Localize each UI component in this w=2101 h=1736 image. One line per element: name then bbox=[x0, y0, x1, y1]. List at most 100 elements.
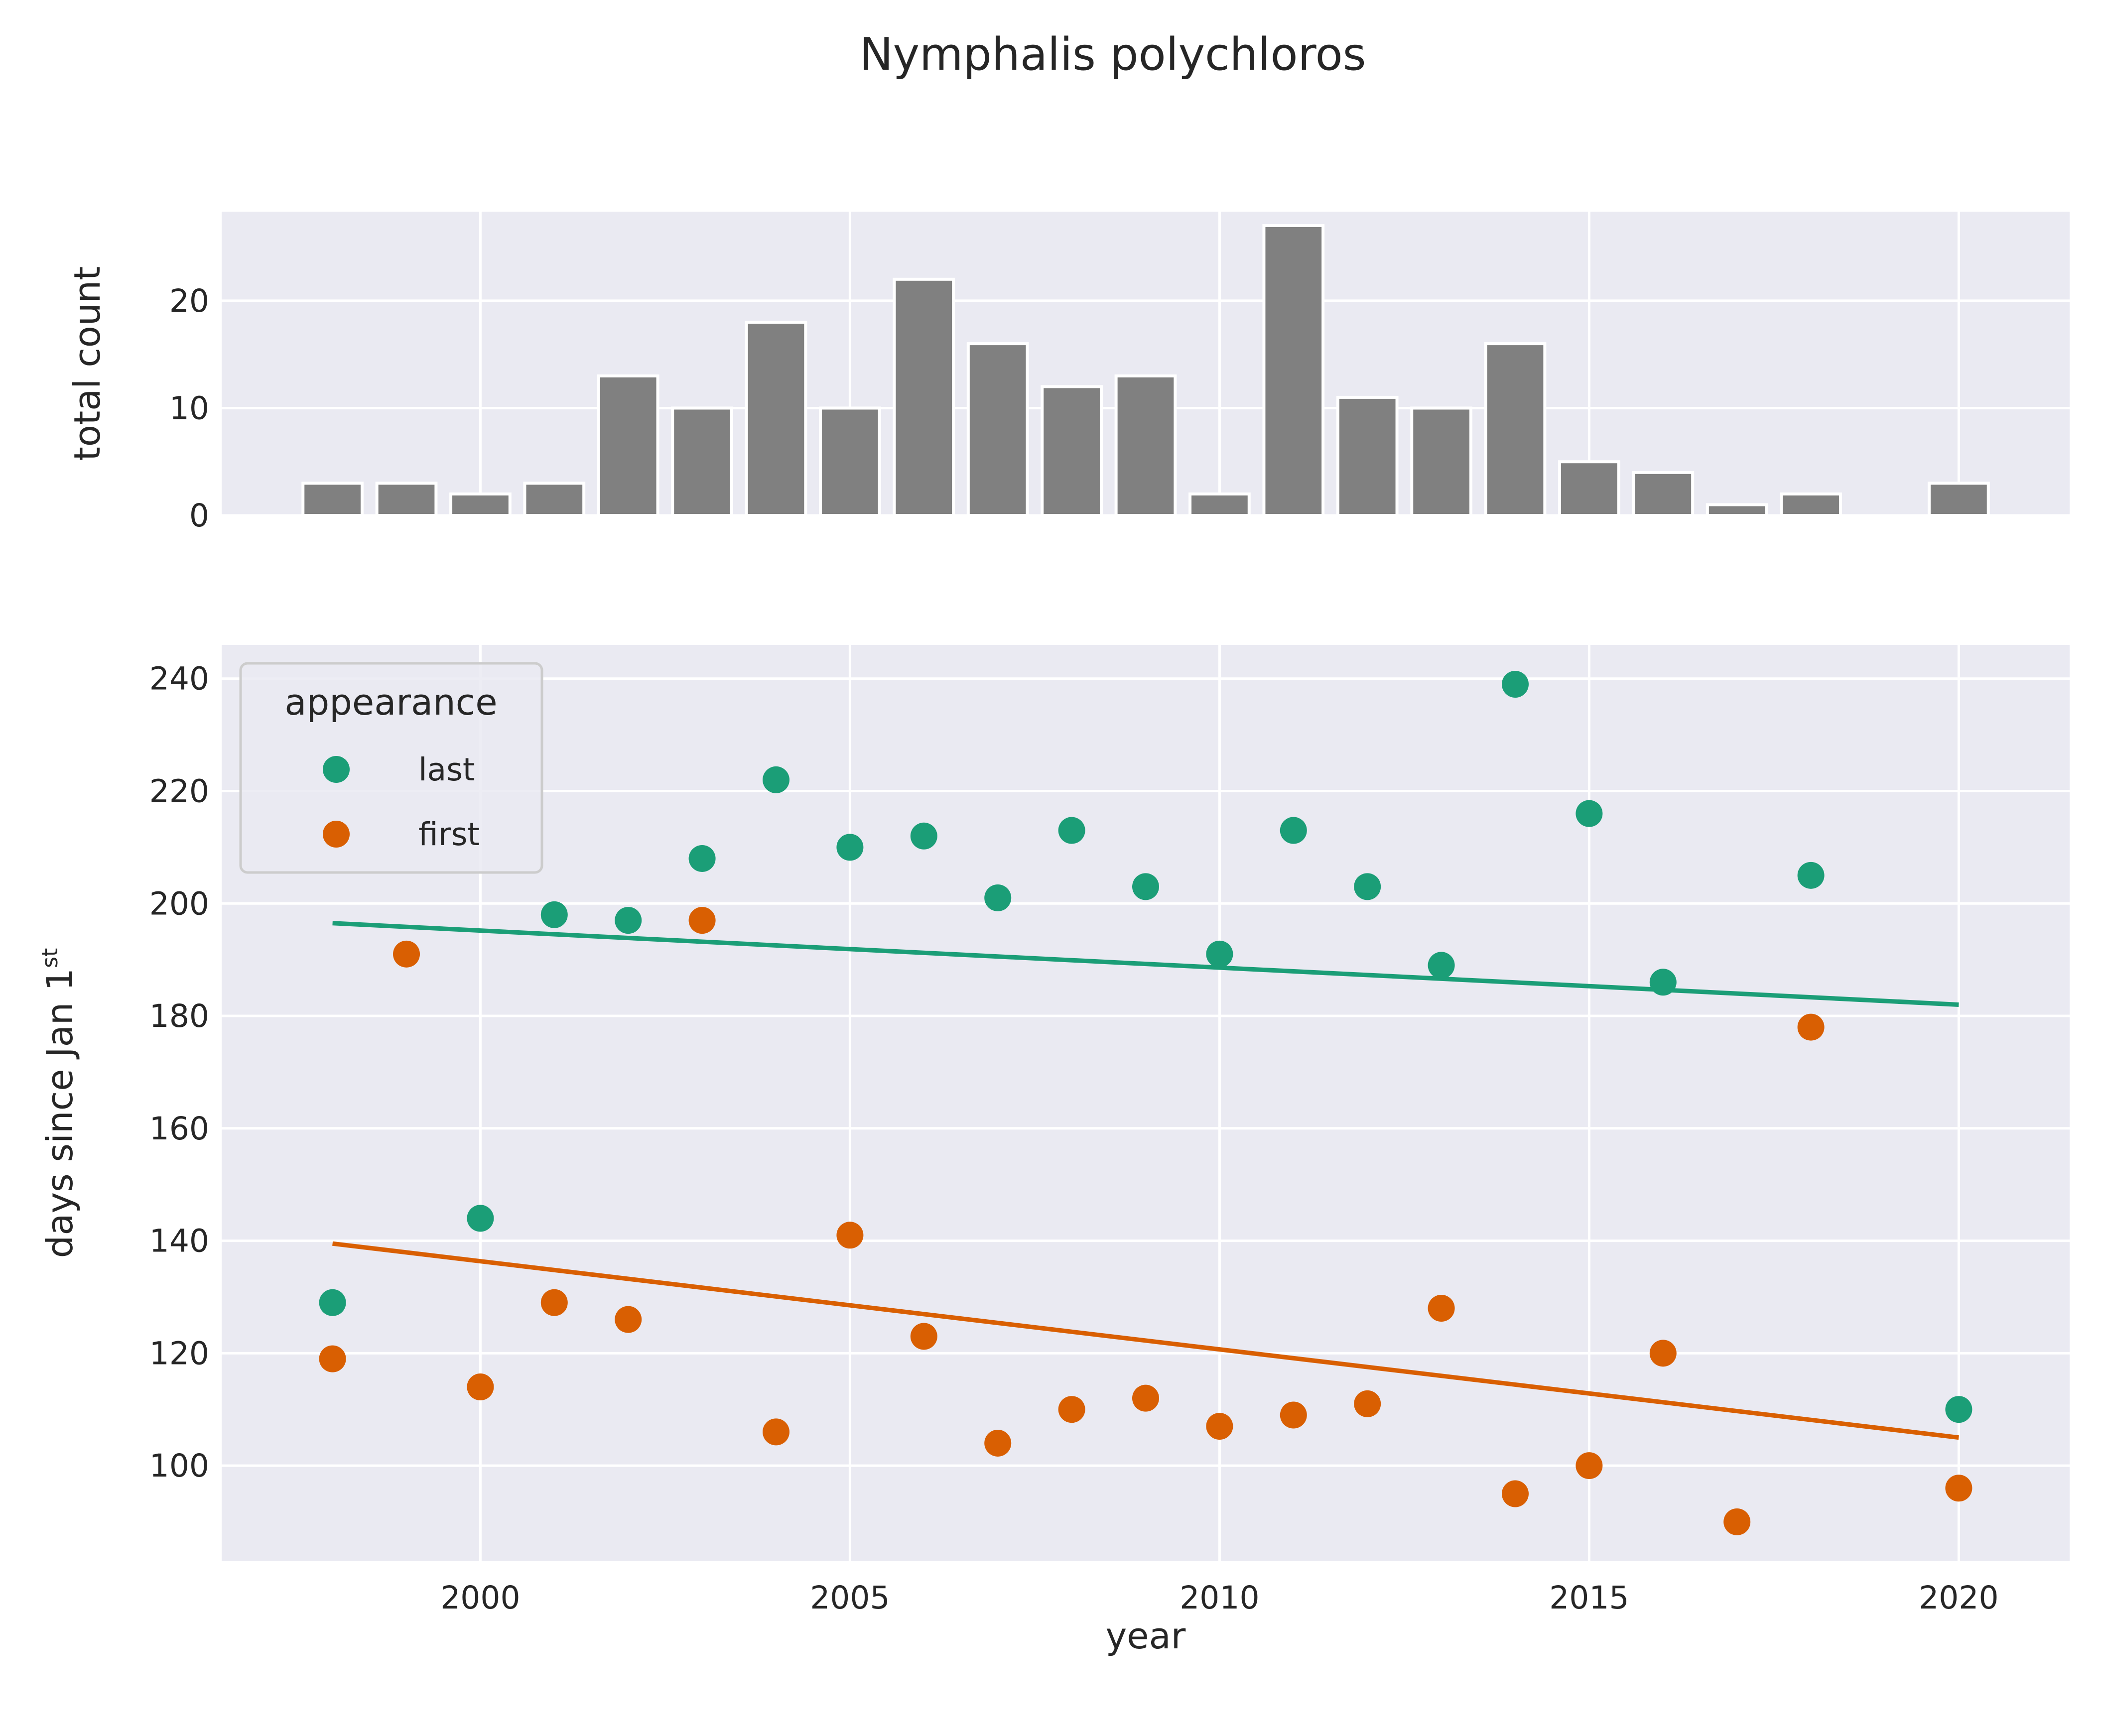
point-first bbox=[393, 940, 420, 968]
count-bar bbox=[1262, 224, 1325, 517]
bottom-y-tick-label: 180 bbox=[149, 998, 209, 1034]
point-first bbox=[540, 1289, 568, 1316]
point-first bbox=[1058, 1396, 1085, 1423]
count-bar bbox=[1558, 460, 1620, 517]
point-last bbox=[615, 907, 642, 934]
point-last bbox=[1354, 873, 1381, 900]
point-last bbox=[1797, 862, 1825, 889]
point-first bbox=[763, 1418, 789, 1446]
count-bar bbox=[597, 374, 659, 517]
top-y-axis-label: total count bbox=[66, 266, 108, 461]
bottom-y-tick-label: 200 bbox=[149, 885, 209, 922]
count-bar bbox=[449, 492, 512, 517]
point-first bbox=[1502, 1480, 1529, 1507]
point-first bbox=[984, 1429, 1012, 1457]
point-last bbox=[1206, 940, 1233, 968]
point-last bbox=[1649, 969, 1677, 996]
top-y-tick-label: 20 bbox=[169, 283, 209, 319]
count-bars bbox=[301, 224, 1990, 517]
trend-line-first bbox=[332, 1241, 1959, 1440]
count-bar bbox=[819, 406, 881, 517]
point-first bbox=[836, 1222, 864, 1249]
point-first bbox=[467, 1373, 494, 1401]
legend-label-first: first bbox=[418, 816, 480, 853]
y-axis-label-superscript: st bbox=[37, 948, 63, 968]
point-last bbox=[1945, 1396, 1972, 1423]
point-last bbox=[688, 845, 716, 872]
point-last bbox=[1058, 817, 1085, 844]
point-last bbox=[763, 766, 789, 793]
count-bar bbox=[745, 321, 807, 517]
count-bar bbox=[1114, 374, 1177, 517]
trend-line-last bbox=[332, 921, 1959, 1007]
legend-marker-first bbox=[323, 821, 350, 848]
top-y-tick-label: 10 bbox=[169, 390, 209, 426]
count-bar bbox=[1780, 492, 1842, 517]
point-first bbox=[1132, 1384, 1159, 1412]
count-bar bbox=[966, 342, 1029, 517]
bottom-y-tick-label: 220 bbox=[149, 773, 209, 809]
count-bar bbox=[523, 482, 586, 517]
bottom-y-tick-label: 240 bbox=[149, 661, 209, 697]
count-bar bbox=[1410, 406, 1472, 517]
scatter-points bbox=[319, 671, 1972, 1535]
legend: appearance last first bbox=[239, 662, 543, 874]
point-last bbox=[910, 822, 937, 850]
point-first bbox=[1797, 1013, 1825, 1041]
point-first bbox=[1354, 1390, 1381, 1417]
point-first bbox=[1649, 1340, 1677, 1367]
point-last bbox=[540, 901, 568, 928]
bottom-y-tick-label: 100 bbox=[149, 1448, 209, 1484]
point-first bbox=[1576, 1452, 1603, 1480]
count-bar bbox=[1188, 492, 1251, 517]
point-last bbox=[1280, 817, 1307, 844]
legend-box bbox=[239, 662, 543, 874]
y-axis-label-main: days since Jan 1 bbox=[39, 968, 81, 1258]
x-tick-label: 2020 bbox=[1919, 1580, 1998, 1616]
top-y-tick-label: 0 bbox=[189, 497, 209, 534]
count-bar bbox=[301, 482, 364, 517]
bottom-y-tick-label: 160 bbox=[149, 1111, 209, 1147]
top-y-tick-labels: 0 10 20 bbox=[169, 283, 209, 534]
count-bar bbox=[375, 482, 438, 517]
point-last bbox=[836, 834, 864, 861]
count-bar bbox=[671, 406, 733, 517]
bottom-y-tick-label: 140 bbox=[149, 1223, 209, 1259]
point-last bbox=[1428, 952, 1455, 979]
count-bar bbox=[1484, 342, 1547, 517]
x-tick-label: 2015 bbox=[1549, 1580, 1629, 1616]
point-last bbox=[1132, 873, 1159, 900]
bottom-y-tick-labels: 100 120 140 160 180 200 220 240 bbox=[149, 661, 209, 1484]
x-tick-labels: 2000 2005 2010 2015 2020 bbox=[440, 1580, 1998, 1616]
x-axis-label: year bbox=[1106, 1615, 1186, 1657]
point-first bbox=[1945, 1475, 1972, 1502]
point-first bbox=[615, 1306, 642, 1333]
x-tick-label: 2000 bbox=[440, 1580, 520, 1616]
legend-marker-last bbox=[323, 756, 350, 783]
point-first bbox=[688, 907, 716, 934]
point-first bbox=[1723, 1508, 1751, 1535]
count-bar bbox=[893, 277, 955, 517]
point-last bbox=[1502, 671, 1529, 698]
chart-title: Nymphalis polychloros bbox=[859, 28, 1366, 81]
count-bar bbox=[1928, 482, 1990, 517]
point-last bbox=[467, 1205, 494, 1232]
bottom-y-axis-label: days since Jan 1st bbox=[37, 948, 81, 1258]
point-last bbox=[1576, 800, 1603, 827]
count-bar bbox=[1706, 503, 1768, 517]
trend-lines bbox=[332, 921, 1959, 1440]
legend-title: appearance bbox=[284, 681, 497, 723]
point-first bbox=[1428, 1295, 1455, 1322]
count-bar bbox=[1336, 395, 1399, 517]
point-first bbox=[1206, 1413, 1233, 1440]
point-first bbox=[910, 1323, 937, 1350]
x-tick-label: 2010 bbox=[1180, 1580, 1259, 1616]
point-last bbox=[984, 884, 1012, 911]
point-first bbox=[319, 1345, 346, 1372]
count-bar bbox=[1041, 385, 1103, 517]
count-bar bbox=[1632, 471, 1695, 517]
legend-label-last: last bbox=[418, 751, 475, 788]
point-first bbox=[1280, 1401, 1307, 1429]
bottom-y-tick-label: 120 bbox=[149, 1335, 209, 1371]
